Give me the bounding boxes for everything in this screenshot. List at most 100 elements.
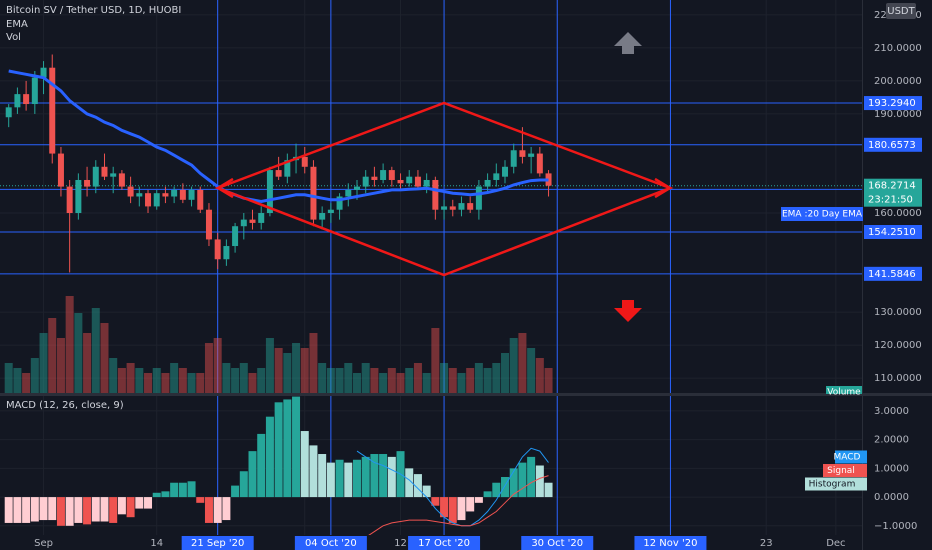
price-label: 154.2510 [868,227,916,238]
histogram-bar [13,497,22,523]
candle-body [432,179,439,210]
histogram-bar [379,454,388,498]
price-label-box [864,266,922,281]
volume-bar [22,373,31,393]
x-tick-label: 14 [150,538,163,549]
candle-body [188,189,195,200]
candle-body [319,213,326,220]
candle-body [528,153,535,157]
legend-label: MACD [834,453,861,463]
y-tick-label: 1.0000 [874,463,909,474]
volume-bar [135,368,144,393]
volume-bar [152,368,161,393]
candle-body [31,77,38,105]
volume-bar [170,363,179,393]
candle-body [127,186,134,197]
x-tick-label: Sep [34,538,53,549]
histogram-bar [109,497,118,523]
histogram-bar [283,399,292,498]
macd-title: MACD (12, 26, close, 9) [6,400,124,411]
histogram-bar [135,497,144,509]
volume-bar [431,328,440,393]
histogram-bar [413,474,422,498]
histogram-bar [518,462,527,498]
candle-body [345,189,352,197]
volume-bar [544,368,553,393]
price-label: 180.6573 [868,140,916,151]
y-tick-label: 130.0000 [874,307,922,318]
volume-bar [204,343,213,393]
candle-body [380,170,387,180]
indicator-label: Vol [6,32,21,43]
x-tick-label: Dec [826,538,845,549]
x-tick-highlight [294,536,367,550]
histogram-bar [196,497,205,503]
volume-bar [379,373,388,393]
histogram-bar [152,492,161,498]
volume-bar [292,343,301,393]
candle-body [145,193,152,207]
candle-body [467,203,474,210]
volume-bar [231,368,240,393]
histogram-bar [248,451,257,498]
candle-body [475,186,482,210]
candle-body [449,206,456,210]
histogram-bar [178,482,187,498]
histogram-bar [483,491,492,498]
volume-bar [265,338,274,393]
histogram-bar [300,431,309,498]
countdown: 23:21:50 [868,195,913,206]
y-tick-label: 160.0000 [874,208,922,219]
volume-bar [422,373,431,393]
histogram-bar [405,468,414,498]
volume-bar [361,363,370,393]
price-label-box [864,96,922,111]
histogram-bar [265,416,274,498]
x-tick-label: 30 Oct '20 [531,538,583,549]
candle-body [223,246,230,260]
x-tick-highlight [408,536,481,550]
candle-body [92,166,99,187]
candle-body [232,226,239,247]
histogram-bar [535,465,544,498]
histogram-bar [440,497,449,518]
currency-badge [886,3,916,19]
histogram-bar [39,497,48,521]
candle-body [214,239,221,260]
volume-bar [248,373,257,393]
indicator-label: EMA [6,19,28,30]
candle-body [136,193,143,197]
candle-body [371,176,378,180]
volume-bar [352,373,361,393]
histogram-bar [474,497,483,503]
volume-bar [448,368,457,393]
volume-bar [492,363,501,393]
volume-bar [396,373,405,393]
y-tick-label: 0.0000 [874,492,909,503]
last-price-label: 168.2714 [868,181,916,192]
volume-bar [187,373,196,393]
volume-bar [117,368,126,393]
histogram-bar [213,497,222,523]
y-tick-label: 2.0000 [874,435,909,446]
volume-bar [91,308,100,393]
ema-label-box [781,207,863,221]
histogram-bar [422,485,431,498]
price-label-box [864,137,922,152]
candle-body [162,193,169,197]
volume-bar [126,363,135,393]
y-tick-label: 190.0000 [874,109,922,120]
candle-body [110,173,117,177]
candle-body [362,176,369,187]
candle-body [66,186,73,214]
legend-box [823,464,867,477]
volume-bar [335,368,344,393]
legend-label: Histogram [809,480,856,490]
candle-body [502,166,509,177]
histogram-bar [231,485,240,498]
last-price-box [864,178,922,207]
drawing-diamond [214,101,674,277]
volume-bar [405,368,414,393]
volume-bar [56,338,65,393]
